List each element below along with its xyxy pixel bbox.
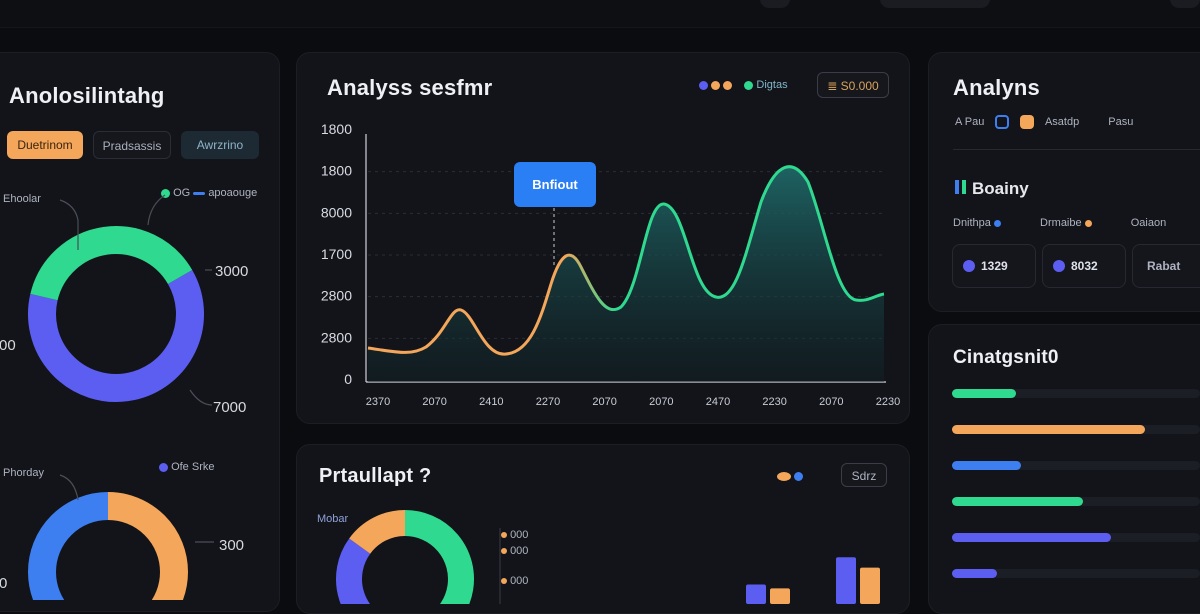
right-top-section-label: Boainy <box>972 179 1029 198</box>
right-top-divider <box>953 149 1200 150</box>
hbar-4[interactable] <box>952 497 1084 506</box>
tag-3-label: Oaiaon <box>1130 217 1167 229</box>
donut2-legend-label: Ofe <box>171 461 189 473</box>
legend-dot-3-icon <box>723 80 733 90</box>
chart-tooltip: Bnfiout <box>514 162 596 207</box>
section-bar-blue-icon <box>955 180 959 194</box>
legend-dot-1-icon <box>699 80 708 90</box>
donut2-legend-label-2: Srke <box>191 461 215 473</box>
right-top-row-label-2: Asatdp <box>1044 115 1080 128</box>
left-panel: Anolosilintahg Duetrinom Pradsassis Awrz… <box>0 52 280 612</box>
bottom-legend-item-1-label: 000 <box>510 529 529 541</box>
bottom-legend-item-1: 000 <box>501 527 528 543</box>
bottom-legend-item-2: 000 <box>501 543 528 559</box>
hbar-2[interactable] <box>952 425 1146 434</box>
right-top-section: Boainy <box>955 179 1029 199</box>
donut1-label-right-top: 3000 <box>215 263 249 280</box>
bottom-mid-title: Prtaullapt ? <box>319 465 432 487</box>
legend-dot-green-icon <box>161 188 170 198</box>
toggle-orange-icon[interactable] <box>1020 115 1035 129</box>
top-control[interactable] <box>760 0 790 8</box>
bottom-mid-legend-items: 000 000 000 <box>501 527 528 589</box>
stat-2-dot-icon <box>1053 260 1065 272</box>
tag-1-label: Dnithpa <box>953 217 991 229</box>
donut1-legend-label-2: apoaouge <box>208 187 258 199</box>
hbar-3[interactable] <box>952 461 1022 470</box>
stat-1-value: 1329 <box>981 259 1008 273</box>
donut1-label-left: 00 <box>0 337 16 354</box>
section-bar-green-icon <box>962 180 966 194</box>
donut1-left-label: Ehoolar <box>3 193 41 205</box>
top-search[interactable] <box>880 0 990 8</box>
donut2-legend: Ofe Srke <box>159 461 214 473</box>
right-top-tags: Dnithpa Drmaibe Oaiaon <box>953 217 1166 229</box>
left-panel-title: Anolosilintahg <box>9 83 165 108</box>
main-chart-title: Analyss sesfmr <box>327 75 493 100</box>
hbar-5[interactable] <box>952 533 1111 542</box>
bottom-mid-sub-label: Mobar <box>317 513 349 525</box>
right-top-title: Analyns <box>953 75 1040 100</box>
right-top-row-label-3: Pasu <box>1108 115 1134 128</box>
filter-pill-2[interactable]: Pradsassis <box>93 131 171 159</box>
right-top-row-label: A Pau <box>955 115 985 128</box>
stat-box-2[interactable]: 8032 <box>1042 244 1126 288</box>
hbar-track <box>952 569 1200 578</box>
right-top-row: A Pau Asatdp Pasu <box>955 115 1133 129</box>
hbar-track <box>952 389 1200 398</box>
stat-2-value: 8032 <box>1071 259 1098 273</box>
legend-dot-2-icon <box>711 80 721 90</box>
bottom-mid-legend <box>777 470 804 482</box>
main-chart-legend: Digtas <box>699 79 788 91</box>
main-chart-legend-label: Digtas <box>756 79 788 91</box>
donut1-legend-label: OG <box>173 187 191 199</box>
bottom-legend-item-3: 000 <box>501 573 528 589</box>
hbar-6[interactable] <box>952 569 997 578</box>
donut2-label-right: 300 <box>219 537 245 554</box>
bottom-mid-panel: Prtaullapt ? Mobar Sdrz 000 000 000 <box>296 444 910 614</box>
bottom-legend-item-3-label: 000 <box>510 575 529 587</box>
legend-pill-orange-icon <box>777 471 791 481</box>
hbar-1[interactable] <box>952 389 1017 398</box>
legend-dot-blue-icon <box>794 471 804 481</box>
tag-1-dot-icon <box>993 219 1001 227</box>
legend-dot-4-icon <box>744 80 754 90</box>
donut2-label-left: 0 <box>0 575 7 592</box>
filter-pill-1[interactable]: Duetrinom <box>7 131 83 159</box>
donut2-left-label: Phorday <box>3 467 44 479</box>
bottom-legend-item-2-label: 000 <box>510 545 529 557</box>
bottom-mid-button[interactable]: Sdrz <box>841 463 887 487</box>
donut1-legend: OG apoaouge <box>161 187 257 199</box>
stat-3-value: Rabat <box>1147 259 1181 273</box>
stat-box-3[interactable]: Rabat <box>1132 244 1200 288</box>
main-chart-panel: Analyss sesfmr Digtas ≣ S0.000 <box>296 52 910 424</box>
main-chart-button[interactable]: ≣ S0.000 <box>817 72 889 98</box>
legend-line-icon <box>193 191 206 195</box>
toggle-blue-icon[interactable] <box>995 115 1010 129</box>
top-bar <box>0 0 1200 28</box>
right-bottom-title: Cinatgsnit0 <box>953 347 1059 368</box>
tag-2-label: Drmaibe <box>1040 217 1082 229</box>
bottom-legend-dot-3-icon <box>501 578 507 585</box>
stat-1-dot-icon <box>963 260 975 272</box>
hbar-track <box>952 461 1200 470</box>
tag-2-dot-icon <box>1084 219 1092 227</box>
bottom-legend-dot-2-icon <box>501 548 507 555</box>
donut1-label-right-bottom: 7000 <box>213 399 247 416</box>
top-avatar[interactable] <box>1170 0 1200 8</box>
legend-dot-purple-icon <box>159 462 168 472</box>
filter-pill-3[interactable]: Awrzrino <box>181 131 259 159</box>
stat-box-1[interactable]: 1329 <box>952 244 1036 288</box>
bottom-legend-dot-1-icon <box>501 532 507 539</box>
